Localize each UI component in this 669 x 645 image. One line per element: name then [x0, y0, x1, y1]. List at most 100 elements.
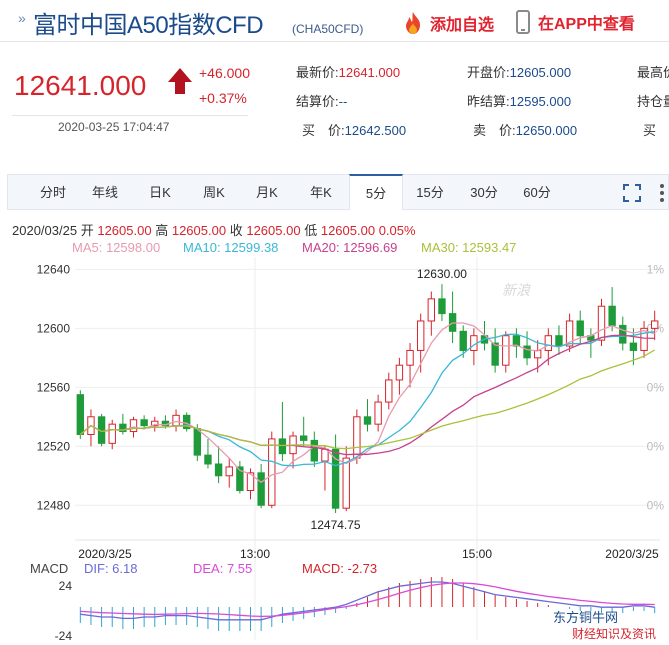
- candle-down: [619, 324, 627, 344]
- candle-up: [108, 423, 116, 444]
- tab-year-line[interactable]: 年线: [91, 185, 118, 200]
- ask-price-value: 12650.000: [515, 123, 578, 138]
- high-price-label: 最高价: [637, 65, 669, 80]
- ohlc-close-value: 12605.00: [246, 223, 301, 238]
- candle-up: [395, 364, 404, 381]
- view-in-app-button[interactable]: 在APP中查看: [516, 10, 635, 34]
- x-tick-label: 13:00: [240, 547, 270, 561]
- macd-label: MACD: [30, 561, 69, 576]
- settle-price-field: 结算价:--: [296, 91, 347, 110]
- tab-monthly-k[interactable]: 月K: [256, 185, 278, 200]
- prev-settle-value: 12595.000: [509, 94, 572, 109]
- candle-down: [608, 305, 616, 326]
- tab-yearly-k[interactable]: 年K: [310, 185, 332, 200]
- candle-down: [204, 454, 212, 465]
- candle-up: [385, 379, 393, 403]
- y-tick-label: 12520: [37, 439, 71, 453]
- watermark-site: 东方铜牛网: [553, 610, 619, 625]
- bid-volume-label: 买: [643, 123, 669, 138]
- position-label: 持仓量: [637, 94, 669, 109]
- candle-down: [363, 416, 372, 425]
- ma20-line: [79, 334, 655, 456]
- y-tick-label: 12640: [37, 262, 71, 276]
- candle-up: [650, 320, 659, 329]
- ma10-line: [79, 331, 655, 467]
- ohlc-open-value: 12605.00: [97, 223, 152, 238]
- phone-icon: [516, 10, 530, 34]
- candle-up: [640, 327, 648, 351]
- candle-up: [565, 320, 574, 347]
- latest-price-label: 最新价:: [296, 65, 339, 80]
- instrument-code: (CHA50CFD): [292, 22, 364, 36]
- y-tick-label: 12560: [37, 380, 71, 394]
- macd-value: MACD: -2.73: [302, 561, 378, 576]
- dea-line: [80, 582, 655, 618]
- candle-down: [140, 419, 148, 427]
- candle-down: [438, 298, 446, 315]
- max-price-label: 12630.00: [417, 267, 467, 281]
- double-chevron-icon: »: [18, 10, 26, 26]
- candle-down: [193, 428, 202, 456]
- candle-up: [353, 416, 361, 459]
- candle-up: [406, 349, 414, 366]
- x-tick-label: 2020/3/25: [78, 547, 132, 561]
- x-tick-label: 15:00: [462, 547, 492, 561]
- up-arrow-icon: [168, 68, 192, 82]
- candle-down: [236, 466, 244, 492]
- quote-datetime: 2020-03-25 17:04:47: [58, 120, 170, 134]
- tab-60min[interactable]: 60分: [523, 185, 551, 200]
- current-price: 12641.000: [14, 70, 147, 101]
- up-arrow-stem: [175, 82, 185, 94]
- page-title: 富时中国A50指数CFD: [33, 12, 264, 39]
- candle-down: [512, 335, 521, 347]
- prev-settle-label: 昨结算:: [467, 94, 510, 109]
- period-tabs: 分时 年线 日K 周K 月K 年K 5分 15分 30分 60分: [7, 174, 669, 210]
- view-in-app-label: 在APP中查看: [538, 16, 635, 33]
- divider: [12, 115, 248, 116]
- fullscreen-icon[interactable]: [622, 183, 642, 203]
- tab-30min[interactable]: 30分: [470, 185, 498, 200]
- page-header: » 富时中国A50指数CFD (CHA50CFD) 添加自选 在APP中查看: [0, 0, 669, 42]
- right-tick-label: 0%: [647, 439, 665, 453]
- candle-down: [182, 414, 191, 430]
- candle-up: [374, 401, 382, 425]
- right-tick-label: 0%: [647, 498, 665, 512]
- candle-down: [523, 345, 531, 359]
- ohlc-low-label: 低: [304, 223, 318, 238]
- position-field: 持仓量: [637, 91, 669, 110]
- ohlc-summary: 2020/03/25 开 12605.00 高 12605.00 收 12605…: [12, 220, 416, 239]
- candle-down: [119, 423, 127, 433]
- candle-down: [491, 342, 499, 366]
- candle-up: [172, 414, 180, 427]
- ohlc-date: 2020/03/25: [12, 223, 78, 238]
- add-watchlist-button[interactable]: 添加自选: [400, 10, 494, 36]
- prev-settle-field: 昨结算:12595.000: [467, 91, 571, 110]
- bid-price-label: 买 价:: [302, 123, 345, 138]
- candle-up: [342, 457, 350, 509]
- settle-price-value: --: [338, 94, 348, 109]
- ohlc-low-value: 12605.00: [320, 223, 376, 238]
- candle-down: [331, 448, 340, 509]
- y-tick-label: 12480: [37, 498, 71, 512]
- macd-tick-label: -24: [55, 629, 73, 643]
- candle-down: [76, 394, 85, 435]
- candle-down: [576, 320, 584, 337]
- x-tick-label: 2020/3/25: [605, 547, 659, 561]
- price-change-percent: +0.37%: [199, 90, 247, 106]
- candle-up: [129, 419, 138, 433]
- tab-15min[interactable]: 15分: [416, 185, 444, 200]
- candle-up: [246, 472, 255, 492]
- tab-5min[interactable]: 5分: [349, 174, 403, 210]
- more-vertical-icon[interactable]: [659, 183, 665, 203]
- candle-down: [629, 342, 638, 351]
- right-tick-label: 1%: [647, 262, 665, 276]
- tab-intraday[interactable]: 分时: [39, 185, 66, 200]
- right-tick-label: 0%: [647, 380, 665, 394]
- open-price-label: 开盘价:: [467, 65, 510, 80]
- tab-weekly-k[interactable]: 周K: [203, 185, 225, 200]
- candle-down: [214, 463, 223, 477]
- candlestick-chart[interactable]: 126401%126000%125600%125200%124800%12630…: [0, 250, 669, 645]
- candle-up: [502, 335, 510, 366]
- sina-watermark: 新浪: [502, 282, 530, 298]
- tab-daily-k[interactable]: 日K: [149, 185, 171, 200]
